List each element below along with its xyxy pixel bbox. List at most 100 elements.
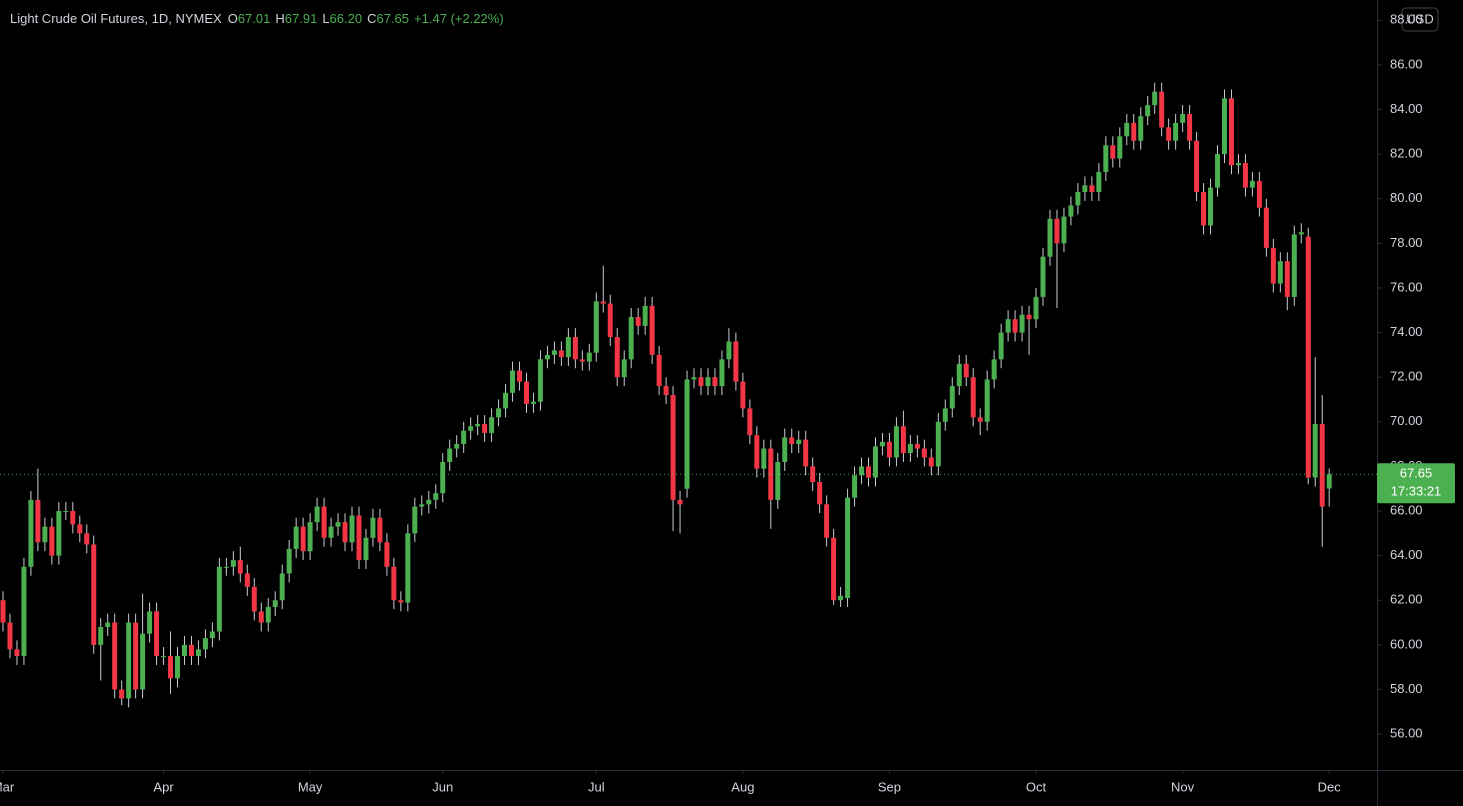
x-tick-label: Mar [0, 779, 15, 794]
candle-body [1201, 192, 1207, 226]
y-tick-label: 56.00 [1390, 726, 1423, 741]
candle-body [642, 305, 648, 326]
candle-body [1270, 247, 1276, 284]
candle-body [935, 421, 941, 467]
candle-body [384, 542, 390, 567]
candle-body [893, 426, 899, 458]
y-tick-label: 80.00 [1390, 190, 1423, 205]
candle-body [691, 377, 697, 380]
candle-body [468, 426, 474, 431]
candle-body [272, 600, 278, 607]
candle-body [14, 649, 20, 657]
candle-body [663, 386, 669, 396]
y-tick-label: 78.00 [1390, 235, 1423, 250]
candle-body [321, 506, 327, 538]
candle-body [1249, 180, 1255, 188]
y-tick-label: 88.00 [1390, 12, 1423, 27]
candle-body [558, 350, 564, 358]
candle-body [1145, 105, 1151, 117]
candle-body [91, 544, 97, 645]
candle-body [181, 644, 187, 657]
y-tick-label: 82.00 [1390, 146, 1423, 161]
candle-body [1124, 122, 1130, 137]
candle-body [265, 606, 271, 623]
candle-body [209, 631, 215, 639]
change-value: +1.47 (+2.22%) [414, 11, 504, 26]
candle-body [1208, 187, 1214, 226]
y-tick-label: 66.00 [1390, 502, 1423, 517]
candle-body [1117, 136, 1123, 159]
candle-body [168, 656, 174, 679]
candle-body [1256, 180, 1262, 208]
candle-body [119, 689, 125, 699]
candle-body [1089, 185, 1095, 193]
candle-body [942, 408, 948, 422]
candle-body [286, 548, 292, 574]
candle-body [726, 341, 732, 360]
candle-body [523, 381, 529, 404]
candle-body [677, 499, 683, 505]
y-tick-label: 84.00 [1390, 101, 1423, 116]
candle-body [433, 493, 439, 500]
x-tick-label: Apr [153, 779, 174, 794]
candle-body [503, 392, 509, 409]
candle-body [70, 511, 76, 525]
candle-body [35, 499, 41, 543]
candle-body [956, 363, 962, 387]
candle-body [1319, 424, 1325, 507]
candle-body [565, 337, 571, 358]
candle-body [1103, 145, 1109, 172]
candle-body [1194, 140, 1200, 193]
candle-body [712, 377, 718, 387]
candle-body [719, 359, 725, 387]
candle-body [782, 437, 788, 462]
candle-body [1312, 424, 1318, 478]
candle-body [635, 316, 641, 326]
candle-body [733, 341, 739, 382]
currency-label[interactable]: USD [1406, 11, 1433, 26]
candle-body [188, 644, 194, 657]
candle-body [614, 337, 620, 378]
candle-body [342, 522, 348, 543]
candle-body [28, 499, 34, 567]
candle-body [447, 448, 453, 462]
candle-body [1110, 145, 1116, 159]
currency-badge[interactable] [1401, 7, 1439, 32]
x-tick-label: Aug [731, 779, 754, 794]
candle-body [872, 446, 878, 478]
candle-body [174, 656, 180, 679]
candle-body [824, 504, 830, 538]
candle-body [817, 482, 823, 505]
candle-body [1068, 205, 1074, 217]
candle-body [600, 301, 606, 304]
candle-body [1012, 319, 1018, 333]
candle-body [866, 466, 872, 478]
candle-body [49, 526, 55, 556]
candle-body [649, 305, 655, 355]
candle-body [1061, 216, 1067, 244]
chart-header: Light Crude Oil Futures, 1D, NYMEX O67.01… [10, 11, 504, 26]
candle-body [963, 363, 969, 378]
candle-body [1263, 207, 1269, 248]
candle-body [419, 504, 425, 507]
candle-body [1326, 474, 1332, 489]
candle-body [621, 359, 627, 378]
y-tick-label: 86.00 [1390, 56, 1423, 71]
candle-body [775, 461, 781, 500]
x-tick-label: Dec [1318, 779, 1342, 794]
candle-body [363, 537, 369, 561]
candle-body [977, 417, 983, 422]
y-tick-label: 64.00 [1390, 547, 1423, 562]
candle-body [370, 517, 376, 538]
candle-body [293, 526, 299, 549]
candle-body [551, 350, 557, 355]
candle-body [628, 316, 634, 360]
candle-body [991, 359, 997, 380]
candle-body [377, 517, 383, 543]
candle-body [496, 408, 502, 418]
candle-body [607, 303, 613, 338]
candle-body [970, 377, 976, 418]
candle-body [489, 417, 495, 433]
candle-body [475, 424, 481, 427]
